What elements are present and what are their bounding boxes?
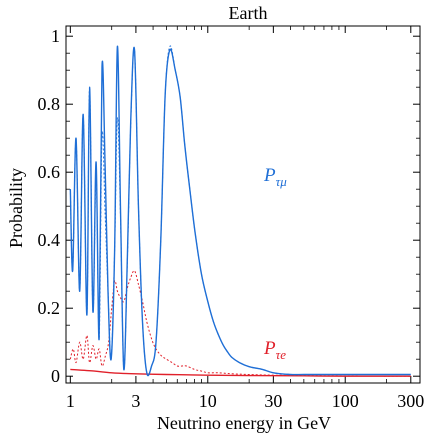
series-label-ptm: Pτμ — [263, 165, 287, 189]
series-label-pte-main: P — [263, 338, 276, 359]
series-label-pte: Pτe — [263, 338, 286, 362]
series-label-ptm-main: P — [263, 165, 276, 186]
series-label-pte-sub: τe — [276, 347, 287, 362]
y-tick-label: 0.2 — [38, 298, 61, 318]
series-label-ptm-sub: τμ — [276, 174, 288, 189]
series-line-0 — [69, 45, 411, 377]
series-line-2 — [70, 368, 411, 377]
x-tick-label: 30 — [264, 391, 282, 411]
y-tick-label: 0.4 — [38, 230, 61, 250]
chart-title: Earth — [229, 3, 268, 23]
y-axis-label: Probability — [6, 168, 26, 248]
x-tick-label: 3 — [131, 391, 140, 411]
series-line-3 — [69, 270, 411, 377]
x-tick-label: 300 — [397, 391, 424, 411]
plot-frame — [65, 25, 421, 384]
y-tick-label: 0 — [51, 366, 60, 386]
series-line-1 — [69, 45, 411, 377]
y-tick-label: 0.8 — [38, 94, 61, 114]
y-tick-label: 1 — [51, 26, 60, 46]
x-axis-label: Neutrino energy in GeV — [157, 413, 331, 433]
x-tick-label: 1 — [66, 391, 75, 411]
x-tick-label: 100 — [332, 391, 359, 411]
x-tick-label: 10 — [199, 391, 217, 411]
y-tick-label: 0.6 — [38, 162, 61, 182]
